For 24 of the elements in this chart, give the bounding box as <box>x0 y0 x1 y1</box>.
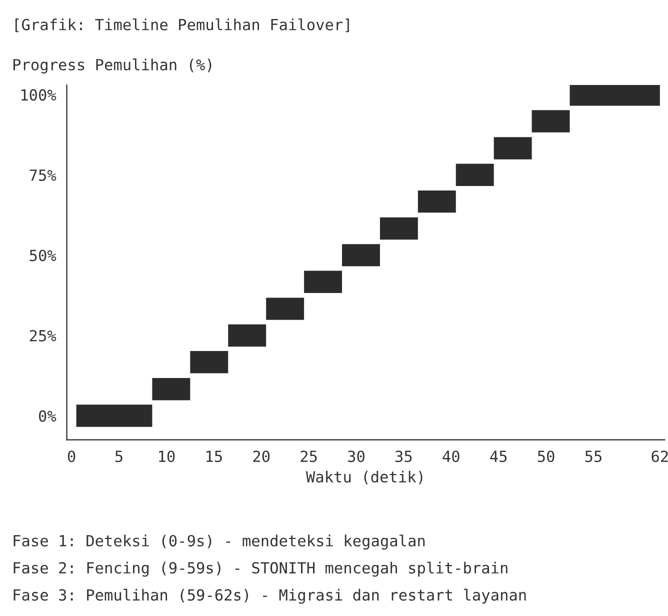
x-tick-label: 30 <box>348 450 364 462</box>
x-axis-title: Waktu (detik) <box>306 470 422 484</box>
text: Fase 1: Deteksi (0-9s) - mendeteksi kegagalan <box>14 534 425 550</box>
x-tick-label: 35 <box>396 450 412 462</box>
x-tick-label: 50 <box>538 450 554 462</box>
chart-title: [Grafik: Timeline Pemulihan Failover] <box>15 18 349 32</box>
y-tick-label: 100% <box>21 89 56 101</box>
x-tick-label: 20 <box>253 450 270 462</box>
y-tick-label: 25% <box>30 330 56 342</box>
text: Fase 3: Pemulihan (59-62s) - Migrasi dan restart layanan <box>14 588 526 604</box>
x-tick-label: 5 <box>115 450 122 462</box>
x-tick-label: 0 <box>68 450 76 462</box>
y-axis-title: Progress Pemulihan (%) <box>13 58 212 74</box>
x-tick-label: 10 <box>159 450 175 462</box>
y-tick-label: 50% <box>30 250 56 262</box>
text: Fase 2: Fencing (9-59s) - STONITH mencegah split-brain <box>14 562 508 577</box>
x-tick-label: 25 <box>300 450 317 462</box>
x-tick-label: 45 <box>490 450 507 462</box>
x-tick-label: 40 <box>442 450 460 462</box>
y-tick-label: 75% <box>30 170 56 181</box>
x-tick-label: 62 <box>652 450 668 462</box>
x-tick-label: 15 <box>206 450 222 462</box>
y-tick-label: 0% <box>38 410 56 422</box>
x-tick-label: 55 <box>585 450 602 462</box>
